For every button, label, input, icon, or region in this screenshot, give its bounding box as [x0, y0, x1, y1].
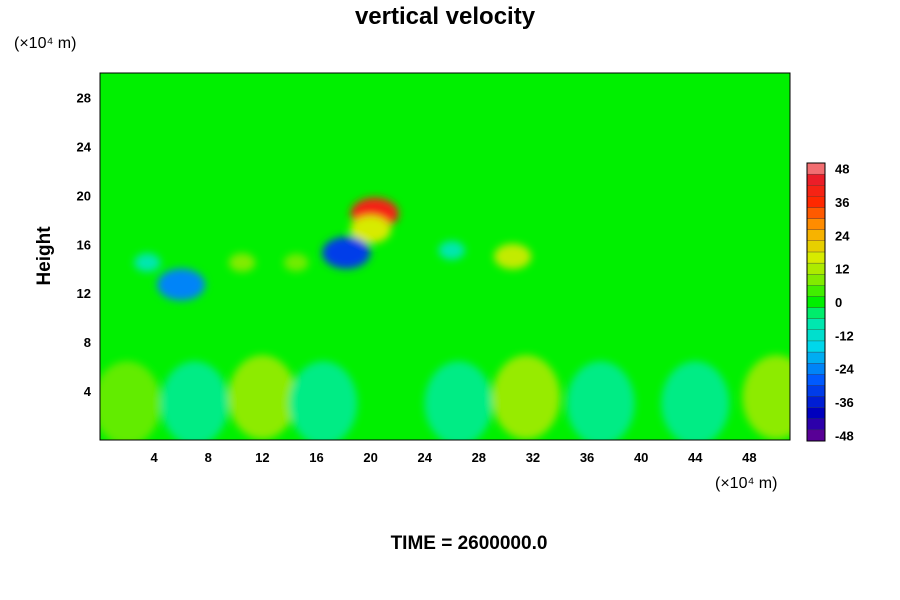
colorbar-band — [806, 296, 826, 308]
chart-title: vertical velocity — [355, 3, 536, 30]
colorbar-band — [806, 418, 826, 431]
y-tick-label: 24 — [77, 139, 92, 154]
y-axis-ticks: 4 8 12 16 20 24 28 — [77, 90, 92, 399]
colorbar-band — [806, 329, 826, 342]
x-tick-label: 36 — [580, 450, 594, 465]
velocity-cell — [228, 355, 297, 440]
colorbar-tick-label: 12 — [835, 262, 849, 277]
y-tick-label: 8 — [84, 335, 91, 350]
colorbar-band — [806, 374, 826, 386]
colorbar-band — [806, 429, 826, 442]
velocity-cell — [283, 253, 309, 272]
colorbar-band — [806, 285, 826, 297]
velocity-cell — [566, 361, 635, 440]
x-tick-label: 32 — [526, 450, 540, 465]
x-tick-label: 40 — [634, 450, 648, 465]
x-tick-label: 12 — [255, 450, 269, 465]
colorbar-band — [806, 385, 826, 397]
y-tick-label: 12 — [77, 286, 91, 301]
colorbar-band — [806, 185, 826, 197]
colorbar-band — [806, 229, 826, 241]
colorbar-band — [806, 173, 826, 186]
time-label: TIME = 2600000.0 — [391, 533, 548, 554]
colorbar-ticks: 48 36 24 12 0 -12 -24 -36 -48 — [835, 162, 855, 444]
velocity-cell — [350, 215, 391, 244]
velocity-cell — [289, 361, 358, 440]
velocity-cell — [157, 268, 206, 301]
colorbar-band — [806, 340, 826, 353]
colorbar-band — [806, 207, 826, 219]
colorbar-band — [806, 251, 826, 264]
x-tick-label: 16 — [309, 450, 323, 465]
velocity-cell — [742, 355, 790, 440]
y-unit-label: (×10⁴ m) — [14, 35, 76, 52]
colorbar — [806, 162, 826, 442]
colorbar-tick-label: -12 — [835, 328, 854, 343]
velocity-cell — [424, 361, 493, 440]
colorbar-band — [806, 218, 826, 230]
colorbar-tick-label: 36 — [835, 195, 849, 210]
x-tick-label: 4 — [151, 450, 159, 465]
y-tick-label: 16 — [77, 237, 91, 252]
colorbar-frame — [806, 162, 826, 442]
x-tick-label: 24 — [417, 450, 432, 465]
colorbar-tick-label: 48 — [835, 162, 849, 177]
colorbar-band — [806, 407, 826, 419]
x-axis-ticks: 4 8 12 16 20 24 28 32 36 40 44 48 — [151, 450, 757, 465]
colorbar-band — [806, 363, 826, 375]
velocity-cell — [661, 361, 730, 440]
colorbar-tick-label: -48 — [835, 428, 854, 443]
colorbar-tick-label: -36 — [835, 395, 854, 410]
colorbar-tick-label: 0 — [835, 295, 842, 310]
colorbar-band — [806, 396, 826, 408]
velocity-cell — [134, 253, 161, 273]
colorbar-band — [806, 318, 826, 330]
x-tick-label: 20 — [363, 450, 377, 465]
x-tick-label: 48 — [742, 450, 756, 465]
velocity-cell — [322, 236, 371, 269]
velocity-cell — [228, 253, 256, 273]
y-tick-label: 20 — [77, 188, 91, 203]
x-unit-label: (×10⁴ m) — [715, 475, 777, 492]
x-tick-label: 8 — [205, 450, 212, 465]
y-axis-label: Height — [34, 226, 55, 286]
colorbar-band — [806, 274, 826, 286]
colorbar-band — [806, 196, 826, 208]
colorbar-band — [806, 240, 826, 253]
plot-area — [100, 73, 790, 440]
colorbar-band — [806, 162, 826, 175]
colorbar-band — [806, 351, 826, 364]
velocity-cell — [492, 355, 561, 440]
x-tick-label: 44 — [688, 450, 703, 465]
velocity-cell — [494, 243, 532, 270]
colorbar-band — [806, 262, 826, 275]
y-tick-label: 4 — [84, 384, 92, 399]
velocity-cell — [160, 361, 229, 440]
velocity-cell — [100, 361, 162, 440]
plot-frame — [99, 72, 791, 441]
y-tick-label: 28 — [77, 90, 91, 105]
x-tick-label: 28 — [472, 450, 486, 465]
colorbar-band — [806, 307, 826, 319]
colorbar-tick-label: 24 — [835, 228, 850, 243]
colorbar-tick-label: -24 — [835, 362, 855, 377]
velocity-cell — [438, 240, 465, 260]
